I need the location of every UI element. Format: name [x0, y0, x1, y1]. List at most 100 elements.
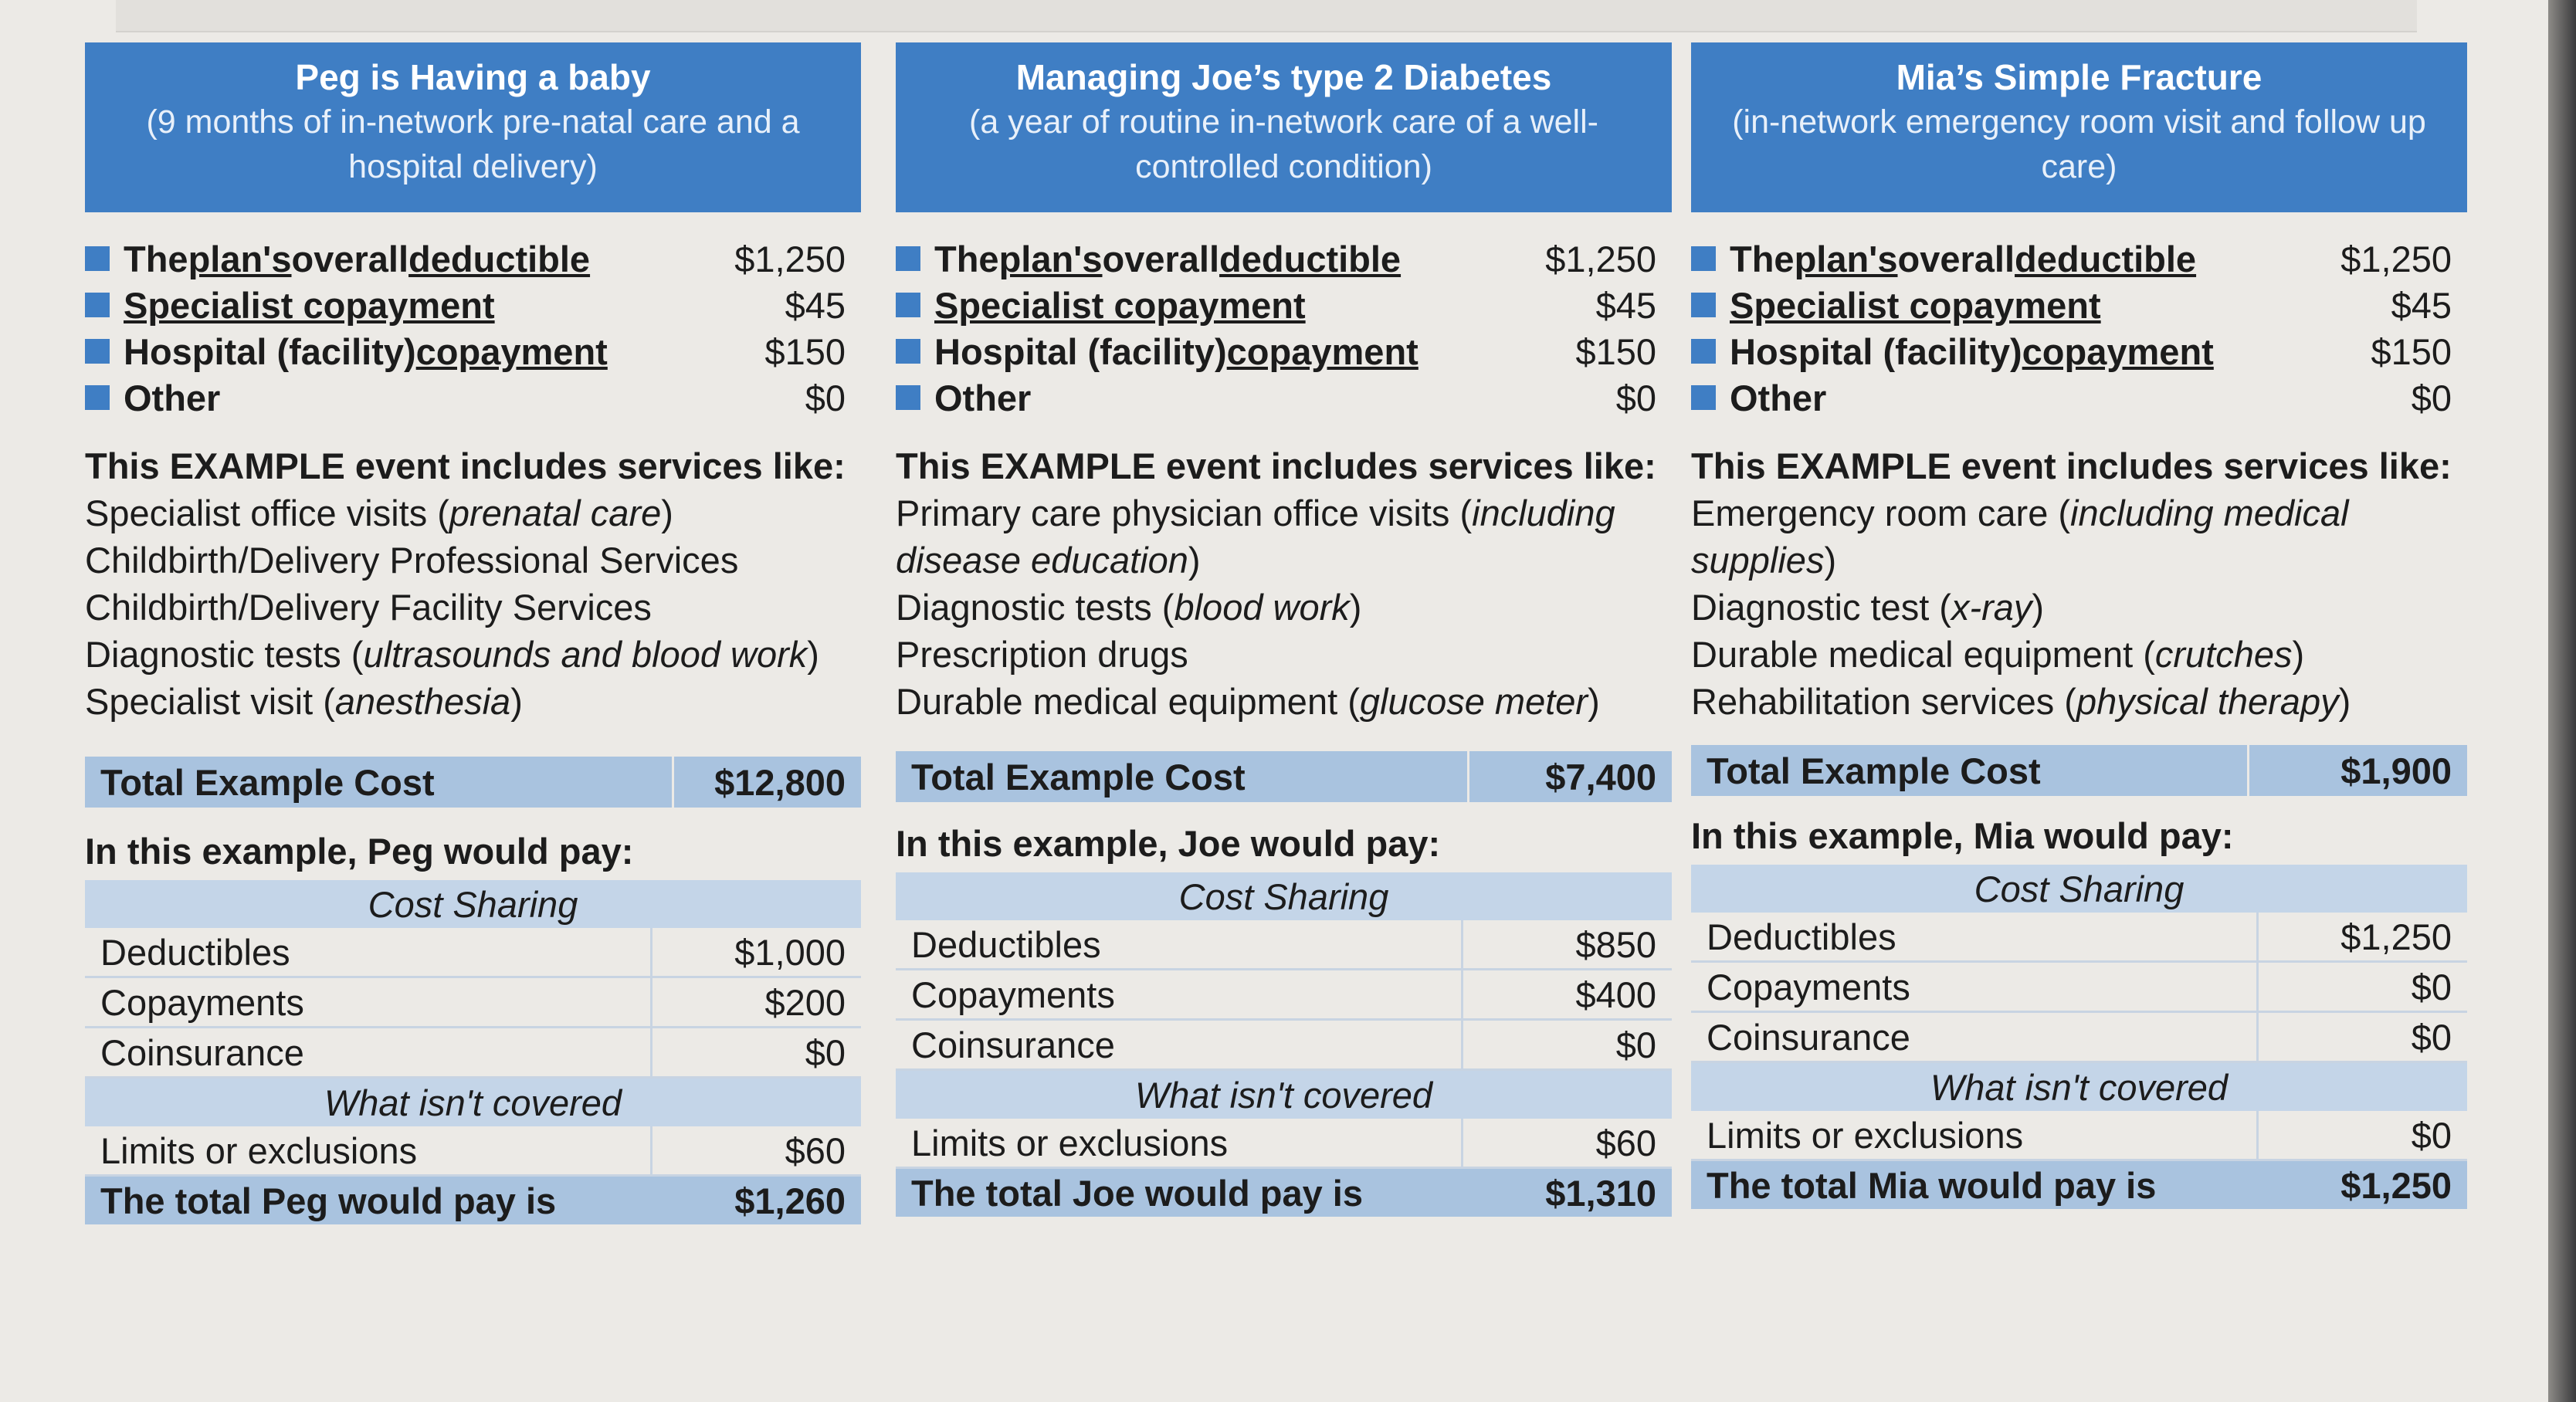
- plan-costs: The plan's overall deductible $1,250 Spe…: [85, 235, 861, 421]
- deductible-link[interactable]: deductible: [1219, 238, 1402, 279]
- coinsurance-value: $0: [2256, 1011, 2467, 1063]
- cost-sharing-table: Cost Sharing Deductibles $1,250 Copayment…: [1691, 865, 2467, 1209]
- cost-sharing-table: Cost Sharing Deductibles $850 Copayments $…: [896, 872, 1672, 1217]
- column-subtitle: (9 months of in-network pre-natal care a…: [146, 103, 800, 185]
- bullet-square-icon: [85, 246, 110, 271]
- deductibles-value: $1,250: [2256, 913, 2467, 963]
- plan-amount: $150: [1575, 330, 1656, 372]
- service-item: Specialist office visits (prenatal care): [85, 493, 673, 533]
- plan-row-hospital: Hospital (facility) copayment $150: [85, 328, 861, 374]
- services-heading: This EXAMPLE event includes services lik…: [1691, 445, 2452, 486]
- specialist-copayment-link[interactable]: Specialist copayment: [934, 284, 1306, 326]
- total-divider: [1467, 751, 1469, 802]
- total-pay-label: The total Peg would pay is: [85, 1175, 652, 1224]
- services-list: This EXAMPLE event includes services lik…: [85, 442, 861, 725]
- bullet-square-icon: [896, 385, 920, 410]
- plan-link[interactable]: plan's: [188, 238, 292, 279]
- pay-heading: In this example, Mia would pay:: [1691, 815, 2234, 856]
- example-column-joe: Managing Joe’s type 2 Diabetes (a year o…: [896, 42, 1672, 1262]
- plan-row-specialist: Specialist copayment $45: [1691, 282, 2467, 328]
- copayment-link[interactable]: copayment: [2022, 330, 2214, 372]
- coinsurance-label: Coinsurance: [896, 1019, 1463, 1071]
- plan-row-hospital: Hospital (facility) copayment $150: [896, 328, 1672, 374]
- column-header: Managing Joe’s type 2 Diabetes (a year o…: [896, 42, 1672, 212]
- plan-row-hospital: Hospital (facility) copayment $150: [1691, 328, 2467, 374]
- plan-amount: $150: [2371, 330, 2452, 372]
- service-item: Diagnostic tests (ultrasounds and blood …: [85, 634, 819, 675]
- plan-costs: The plan's overall deductible $1,250 Spe…: [1691, 235, 2467, 421]
- service-item: Childbirth/Delivery Professional Service…: [85, 540, 739, 581]
- bullet-square-icon: [1691, 385, 1716, 410]
- deductible-link[interactable]: deductible: [2015, 238, 2197, 279]
- copayment-link[interactable]: copayment: [415, 330, 608, 372]
- coinsurance-label: Coinsurance: [1691, 1011, 2258, 1063]
- bullet-square-icon: [1691, 293, 1716, 317]
- total-value: $12,800: [714, 761, 846, 803]
- copayments-label: Copayments: [1691, 961, 2258, 1013]
- limits-label: Limits or exclusions: [1691, 1111, 2258, 1161]
- bullet-square-icon: [896, 246, 920, 271]
- total-example-cost: Total Example Cost $12,800: [85, 757, 861, 808]
- not-covered-header: What isn't covered: [1691, 1062, 2467, 1111]
- plan-amount: $45: [1595, 284, 1656, 326]
- service-item: Childbirth/Delivery Facility Services: [85, 587, 652, 628]
- plan-row-deductible: The plan's overall deductible $1,250: [85, 235, 861, 282]
- plan-link[interactable]: plan's: [998, 238, 1103, 279]
- plan-amount: $0: [805, 377, 846, 418]
- service-item: Specialist visit (anesthesia): [85, 681, 523, 722]
- bullet-square-icon: [85, 339, 110, 364]
- deductible-link[interactable]: deductible: [408, 238, 591, 279]
- cost-sharing-header: Cost Sharing: [1691, 865, 2467, 913]
- total-example-cost: Total Example Cost $1,900: [1691, 745, 2467, 796]
- total-divider: [672, 757, 674, 808]
- plan-row-other: Other $0: [1691, 374, 2467, 421]
- example-column-peg: Peg is Having a baby (9 months of in-net…: [85, 42, 861, 1262]
- total-pay-label: The total Joe would pay is: [896, 1167, 1463, 1217]
- specialist-copayment-link[interactable]: Specialist copayment: [1730, 284, 2101, 326]
- deductibles-value: $850: [1461, 920, 1672, 970]
- plan-row-other: Other $0: [896, 374, 1672, 421]
- plan-link[interactable]: plan's: [1794, 238, 1898, 279]
- pay-heading: In this example, Peg would pay:: [85, 831, 634, 872]
- service-item: Diagnostic tests (blood work): [896, 587, 1362, 628]
- plan-row-specialist: Specialist copayment $45: [85, 282, 861, 328]
- copayment-link[interactable]: copayment: [1226, 330, 1418, 372]
- plan-amount: $45: [2391, 284, 2452, 326]
- service-item: Durable medical equipment (crutches): [1691, 634, 2305, 675]
- service-item: Diagnostic test (x-ray): [1691, 587, 2045, 628]
- plan-row-other: Other $0: [85, 374, 861, 421]
- bullet-square-icon: [896, 339, 920, 364]
- total-divider: [2247, 745, 2249, 796]
- column-subtitle: (a year of routine in-network care of a …: [969, 103, 1598, 185]
- service-item: Durable medical equipment (glucose meter…: [896, 681, 1600, 722]
- plan-amount: $0: [2411, 377, 2452, 418]
- not-covered-header: What isn't covered: [896, 1069, 1672, 1119]
- plan-amount: $45: [785, 284, 846, 326]
- service-item: Emergency room care (including medical s…: [1691, 493, 2349, 581]
- copayments-value: $400: [1461, 969, 1672, 1021]
- plan-amount: $0: [1615, 377, 1656, 418]
- limits-value: $60: [650, 1126, 861, 1177]
- not-covered-header: What isn't covered: [85, 1077, 861, 1126]
- plan-costs: The plan's overall deductible $1,250 Spe…: [896, 235, 1672, 421]
- column-header: Peg is Having a baby (9 months of in-net…: [85, 42, 861, 212]
- column-title: Managing Joe’s type 2 Diabetes: [1015, 57, 1552, 97]
- column-subtitle: (in-network emergency room visit and fol…: [1732, 103, 2426, 185]
- specialist-copayment-link[interactable]: Specialist copayment: [124, 284, 495, 326]
- service-item: Rehabilitation services (physical therap…: [1691, 681, 2351, 722]
- total-pay-value: $1,260: [651, 1175, 861, 1224]
- total-value: $1,900: [2340, 750, 2452, 791]
- total-label: Total Example Cost: [1707, 750, 2041, 791]
- background-edge: [2548, 0, 2576, 1402]
- plan-amount: $150: [764, 330, 846, 372]
- column-title: Mia’s Simple Fracture: [1896, 57, 2262, 97]
- plan-row-deductible: The plan's overall deductible $1,250: [1691, 235, 2467, 282]
- cost-sharing-table: Cost Sharing Deductibles $1,000 Copayment…: [85, 880, 861, 1224]
- limits-value: $0: [2256, 1111, 2467, 1161]
- services-heading: This EXAMPLE event includes services lik…: [896, 445, 1656, 486]
- pay-heading: In this example, Joe would pay:: [896, 823, 1441, 864]
- total-pay-label: The total Mia would pay is: [1691, 1160, 2258, 1209]
- plan-row-deductible: The plan's overall deductible $1,250: [896, 235, 1672, 282]
- limits-value: $60: [1461, 1119, 1672, 1169]
- column-title: Peg is Having a baby: [295, 57, 651, 97]
